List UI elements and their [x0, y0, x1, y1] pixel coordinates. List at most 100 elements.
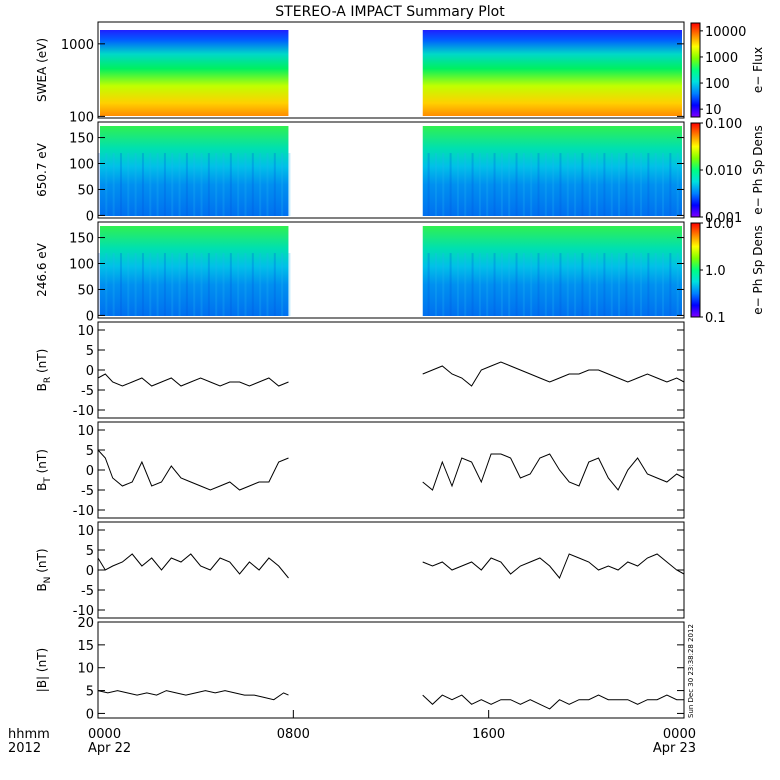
y-tick-label: 0: [86, 707, 94, 722]
panel-1: 100 1000 10 100 1000 10000 e− Flux SWEA (eV): [35, 21, 765, 125]
y-tick-label: 0: [86, 564, 94, 579]
y-tick-label: 0: [86, 364, 94, 379]
heatmap-texture: [163, 253, 166, 316]
panel-frame: [97, 21, 685, 119]
heatmap-texture: [574, 153, 577, 216]
heatmap-texture: [266, 153, 269, 216]
heatmap-texture: [112, 153, 115, 216]
x-tick-label: 1600: [472, 727, 505, 742]
heatmap-texture: [156, 253, 159, 316]
heatmap-texture: [647, 153, 650, 216]
heatmap-texture: [222, 153, 225, 216]
panel-4: -10 -5 0 5 10 BR (nT): [35, 321, 685, 419]
heatmap-texture: [251, 253, 254, 316]
heatmap-texture: [515, 253, 518, 316]
heatmap-texture: [581, 253, 584, 316]
heatmap-texture: [581, 153, 584, 216]
series-line-segment-1: [97, 373, 289, 387]
heatmap-texture: [127, 253, 130, 316]
heatmap-texture: [603, 153, 606, 216]
heatmap-texture: [537, 153, 540, 216]
y-tick-label: -5: [81, 384, 94, 399]
heatmap-texture: [171, 253, 174, 316]
heatmap-texture: [156, 153, 159, 216]
x-date-label: Apr 23: [653, 741, 696, 756]
y-tick-label: -10: [73, 404, 94, 419]
series-line-segment-1: [97, 553, 289, 579]
series-line-segment-2: [422, 453, 685, 491]
heatmap-texture: [669, 153, 672, 216]
heatmap-texture: [215, 153, 218, 216]
heatmap-texture: [676, 253, 679, 316]
heatmap-texture: [618, 153, 621, 216]
heatmap-texture: [574, 253, 577, 316]
timestamp-stamp: Sun Dec 30 23:38:28 2012: [687, 624, 695, 718]
heatmap-texture: [193, 153, 196, 216]
panel-3: 0 50 100 150 0.1 1.0 10.0 e− Ph Sp Dens 246.6 eV: [35, 217, 765, 326]
y-tick-label: -5: [81, 584, 94, 599]
panel-5: -10 -5 0 5 10 BT (nT): [35, 421, 685, 519]
heatmap-texture: [478, 153, 481, 216]
heatmap-texture: [669, 253, 672, 316]
heatmap-texture: [200, 253, 203, 316]
series-line-segment-2: [422, 361, 685, 387]
heatmap-texture: [134, 253, 137, 316]
colorbar-tick-label: 100: [705, 77, 730, 92]
heatmap-texture: [566, 253, 569, 316]
x-tick-label: 0000: [88, 727, 121, 742]
colorbar-tick-label: 1000: [705, 51, 738, 66]
panel-frame: [97, 421, 685, 519]
heatmap-texture: [98, 253, 100, 316]
heatmap-texture: [266, 253, 269, 316]
y-tick-label: 100: [69, 258, 94, 273]
heatmap-block: [100, 226, 289, 316]
heatmap-texture: [486, 253, 489, 316]
heatmap-texture: [288, 253, 291, 316]
heatmap-texture: [171, 153, 174, 216]
heatmap-texture: [200, 153, 203, 216]
heatmap-block: [100, 30, 289, 116]
heatmap-texture: [244, 153, 247, 216]
colorbar-tick-label: 1.0: [705, 264, 726, 279]
x-date-label: Apr 22: [88, 741, 131, 756]
y-axis-label: |B| (nT): [35, 648, 49, 692]
heatmap-texture: [603, 253, 606, 316]
panel-frame: [97, 621, 685, 719]
panel-frame: [97, 221, 685, 319]
heatmap-texture: [515, 153, 518, 216]
heatmap-texture: [112, 253, 115, 316]
y-tick-label: 5: [86, 685, 94, 700]
heatmap-texture: [508, 253, 511, 316]
x-tick-label: 0800: [277, 727, 310, 742]
heatmap-texture: [237, 253, 240, 316]
heatmap-texture: [434, 253, 437, 316]
heatmap-texture: [537, 253, 540, 316]
colorbar: [690, 222, 701, 318]
heatmap-texture: [98, 153, 100, 216]
colorbar-label: e− Flux: [751, 47, 765, 93]
panel-6: -10 -5 0 5 10 BN (nT): [35, 521, 685, 619]
heatmap-texture: [464, 253, 467, 316]
heatmap-texture: [281, 153, 284, 216]
heatmap-texture: [464, 153, 467, 216]
y-tick-label: 10: [77, 424, 94, 439]
heatmap-texture: [544, 253, 547, 316]
colorbar-tick-label: 0.100: [705, 117, 742, 132]
heatmap-texture: [588, 253, 591, 316]
colorbar: [690, 22, 701, 118]
colorbar: [690, 122, 701, 218]
y-tick-label: 150: [69, 232, 94, 247]
heatmap-texture: [493, 253, 496, 316]
series-line-segment-2: [422, 553, 685, 579]
y-axis-label: SWEA (eV): [35, 38, 49, 102]
heatmap-texture: [141, 153, 144, 216]
heatmap-texture: [185, 253, 188, 316]
heatmap-texture: [251, 153, 254, 216]
y-axis-label: 246.6 eV: [35, 242, 49, 297]
y-tick-label: 100: [69, 158, 94, 173]
heatmap-texture: [281, 253, 284, 316]
heatmap-texture: [449, 253, 452, 316]
heatmap-texture: [456, 253, 459, 316]
